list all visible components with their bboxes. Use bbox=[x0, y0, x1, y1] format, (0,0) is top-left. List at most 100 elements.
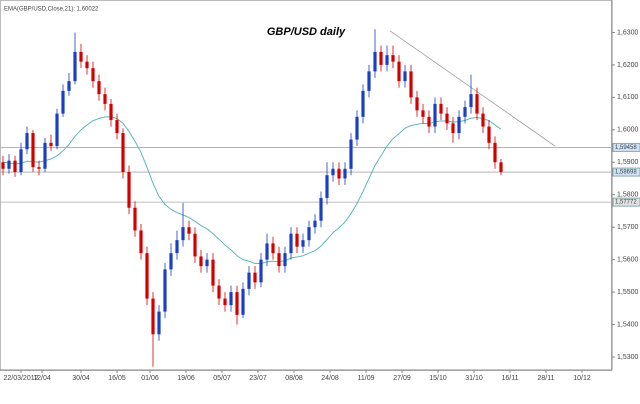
candle-body bbox=[415, 97, 419, 111]
y-tick-label: 1,5900 bbox=[617, 159, 639, 166]
candle-body bbox=[295, 233, 299, 247]
candle-body bbox=[457, 116, 461, 134]
y-tick-label: 1,6100 bbox=[617, 94, 639, 101]
candle-body bbox=[109, 103, 113, 121]
candle-body bbox=[43, 142, 47, 169]
candle-body bbox=[283, 253, 287, 267]
candle-body bbox=[25, 133, 29, 150]
candle-body bbox=[13, 160, 17, 173]
candle-body bbox=[439, 103, 443, 114]
x-tick-label: 22/03/2012 bbox=[3, 375, 38, 382]
candle-body bbox=[367, 71, 371, 91]
candle-body bbox=[127, 172, 131, 208]
chart-title: GBP/USD daily bbox=[267, 26, 346, 38]
candle-body bbox=[469, 94, 473, 108]
level-label: 1,57772 bbox=[615, 200, 637, 206]
candle-body bbox=[277, 253, 281, 267]
candle-body bbox=[199, 256, 203, 267]
candle-body bbox=[343, 168, 347, 179]
candle-body bbox=[169, 253, 173, 270]
x-tick-label: 24/08 bbox=[321, 375, 339, 382]
candle-body bbox=[91, 68, 95, 82]
candle-body bbox=[421, 110, 425, 117]
candle-body bbox=[499, 162, 503, 173]
candle-body bbox=[67, 81, 71, 91]
x-tick-label: 31/10 bbox=[465, 375, 483, 382]
candle-body bbox=[193, 233, 197, 257]
x-tick-label: 05/07 bbox=[213, 375, 231, 382]
trendline bbox=[389, 30, 556, 147]
candle-body bbox=[445, 113, 449, 124]
candle-body bbox=[79, 51, 83, 62]
x-tick-label: 15/10 bbox=[429, 375, 447, 382]
candle-body bbox=[181, 227, 185, 241]
candle-body bbox=[205, 259, 209, 267]
plot-frame bbox=[0, 0, 612, 371]
candle-body bbox=[115, 120, 119, 134]
candle-body bbox=[145, 253, 149, 299]
candle-body bbox=[355, 116, 359, 140]
candle-body bbox=[247, 272, 251, 289]
y-tick-label: 1,5400 bbox=[617, 321, 639, 328]
x-tick-label: 23/07 bbox=[249, 375, 267, 382]
y-tick-label: 1,5600 bbox=[617, 256, 639, 263]
level-tag bbox=[612, 142, 640, 152]
candle-body bbox=[187, 227, 191, 234]
level-tag bbox=[612, 197, 640, 207]
candle-body bbox=[451, 123, 455, 134]
y-tick-label: 1,6200 bbox=[617, 62, 639, 69]
candle-body bbox=[397, 61, 401, 82]
candle-body bbox=[427, 116, 431, 127]
candle-body bbox=[175, 240, 179, 254]
candle-body bbox=[97, 81, 101, 95]
candle-body bbox=[331, 168, 335, 176]
candle-body bbox=[319, 197, 323, 221]
candle-body bbox=[409, 71, 413, 98]
y-tick-label: 1,6000 bbox=[617, 127, 639, 134]
candle-body bbox=[379, 51, 383, 65]
candle-body bbox=[313, 220, 317, 228]
candle-body bbox=[163, 269, 167, 312]
x-tick-label: 16/11 bbox=[502, 375, 519, 382]
candle-body bbox=[301, 240, 305, 247]
candle-body bbox=[265, 243, 269, 260]
candle-body bbox=[31, 133, 35, 168]
x-tick-label: 16/05 bbox=[108, 375, 126, 382]
candle-body bbox=[361, 90, 365, 117]
candle-body bbox=[433, 103, 437, 127]
candle-body bbox=[403, 71, 407, 82]
x-tick-label: 19/06 bbox=[177, 375, 195, 382]
candle-body bbox=[139, 230, 143, 254]
candle-body bbox=[85, 61, 89, 69]
candle-body bbox=[259, 259, 263, 283]
candle-body bbox=[37, 167, 41, 169]
candle-body bbox=[49, 142, 53, 147]
candle-body bbox=[253, 272, 257, 283]
ema-line bbox=[2, 116, 502, 265]
x-tick-label: 11/09 bbox=[358, 375, 375, 382]
x-tick-label: 01/06 bbox=[141, 375, 159, 382]
level-label: 1,59458 bbox=[615, 145, 637, 151]
candle-body bbox=[481, 113, 485, 127]
candle-body bbox=[385, 55, 389, 65]
y-tick-label: 1,5500 bbox=[617, 289, 639, 296]
y-tick-label: 1,6300 bbox=[617, 29, 639, 36]
candle-body bbox=[19, 149, 23, 173]
candle-body bbox=[475, 94, 479, 114]
candle-body bbox=[55, 113, 59, 147]
candle-body bbox=[157, 311, 161, 335]
candle-body bbox=[289, 233, 293, 254]
candle-body bbox=[103, 94, 107, 104]
candle-body bbox=[325, 175, 329, 198]
x-tick-label: 10/12 bbox=[573, 375, 591, 382]
y-tick-label: 1,5700 bbox=[617, 224, 639, 231]
x-tick-label: 28/11 bbox=[538, 375, 555, 382]
candle-body bbox=[73, 51, 77, 82]
x-tick-label: 08/08 bbox=[285, 375, 303, 382]
candle-body bbox=[217, 285, 221, 299]
candle-body bbox=[241, 288, 245, 315]
candle-body bbox=[271, 243, 275, 254]
candle-body bbox=[391, 55, 395, 62]
level-tag bbox=[612, 167, 640, 177]
